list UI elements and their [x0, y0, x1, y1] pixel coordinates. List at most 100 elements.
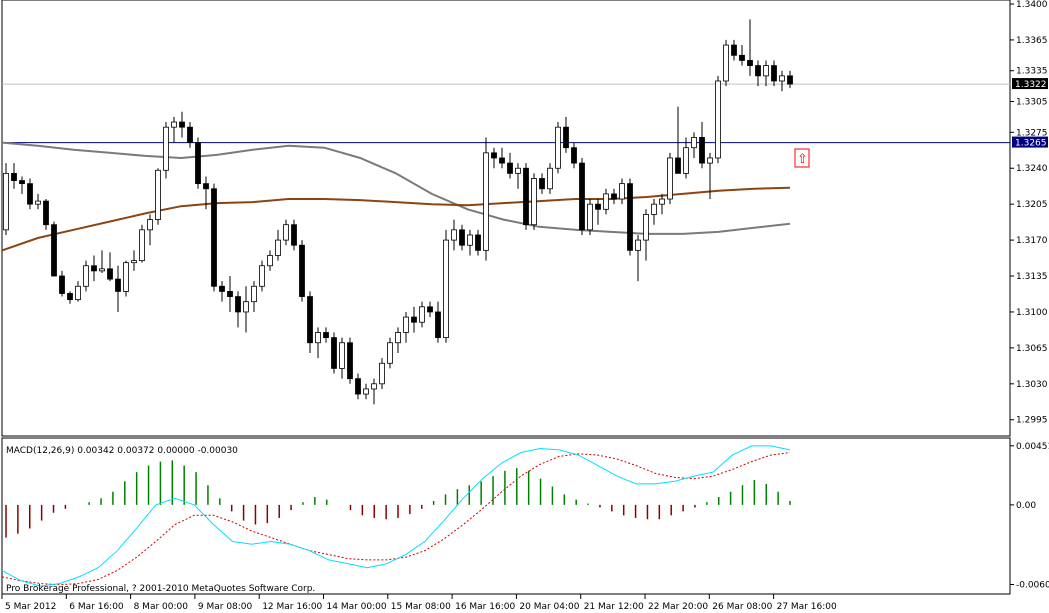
candle-body — [531, 178, 537, 226]
time-tick-label: 8 Mar 00:00 — [134, 602, 189, 612]
candle-body — [147, 219, 153, 231]
candle-body — [659, 198, 665, 205]
time-tick-label: 26 Mar 08:00 — [712, 602, 772, 612]
candle-body — [171, 121, 177, 128]
candle-body — [323, 332, 329, 339]
macd-main-line — [1, 445, 791, 587]
macd-pane[interactable] — [1, 437, 1011, 595]
candle-body — [707, 157, 713, 164]
time-tick-label: 5 Mar 2012 — [5, 602, 56, 612]
candle-body — [499, 157, 505, 164]
candle-body — [115, 278, 121, 292]
moving-averages — [1, 141, 791, 252]
candle-body — [483, 152, 489, 251]
candle-body — [699, 137, 705, 164]
price-tick-label: 1.3135 — [1016, 272, 1048, 282]
time-tick-label: 27 Mar 16:00 — [777, 602, 837, 612]
up-arrow-icon: ⇧ — [797, 152, 808, 167]
candle-body — [747, 60, 753, 66]
candle-body — [299, 244, 305, 297]
moving-average-line — [1, 141, 791, 235]
candle-body — [451, 229, 457, 241]
candle-body — [723, 44, 729, 82]
candle-body — [683, 147, 689, 174]
price-tick-label: 1.3400 — [1016, 0, 1048, 10]
time-tick-label: 22 Mar 20:00 — [648, 602, 708, 612]
candle-body — [435, 311, 441, 339]
price-tick-label: 1.3030 — [1016, 380, 1048, 390]
candle-body — [587, 203, 593, 231]
candle-body — [67, 293, 73, 301]
price-tick-label: 1.3305 — [1016, 98, 1048, 108]
time-tick-label: 6 Mar 16:00 — [69, 602, 124, 612]
candle-body — [771, 65, 777, 82]
candle-body — [155, 169, 161, 220]
level-price-tag — [1012, 136, 1048, 148]
time-tick-label: 21 Mar 12:00 — [584, 602, 644, 612]
price-tick-label: 1.3335 — [1016, 67, 1048, 77]
candle-body — [571, 147, 577, 164]
price-tick-label: 1.3275 — [1016, 128, 1048, 138]
price-tick-label: 1.3100 — [1016, 308, 1048, 318]
candle-body — [51, 224, 57, 277]
candle-body — [579, 162, 585, 231]
candle-body — [315, 332, 321, 344]
candle-body — [427, 306, 433, 313]
candle-body — [123, 262, 129, 292]
macd-tick-label: -0.00608 — [1016, 580, 1049, 590]
candle-body — [763, 65, 769, 77]
candle-body — [75, 285, 81, 301]
candle-body — [219, 285, 225, 292]
candle-body — [507, 162, 513, 174]
candle-body — [643, 214, 649, 241]
candle-body — [371, 383, 377, 390]
candle-body — [163, 126, 169, 171]
candle-body — [19, 180, 25, 185]
price-pane[interactable] — [1, 0, 1011, 437]
time-tick-label: 9 Mar 08:00 — [198, 602, 253, 612]
candle-body — [379, 362, 385, 385]
candle-body — [691, 137, 697, 149]
current-price-label: 1.3322 — [1015, 80, 1047, 90]
candle-body — [179, 121, 185, 128]
candle-body — [627, 183, 633, 251]
candle-body — [307, 296, 313, 344]
candle-body — [267, 255, 273, 267]
candle-body — [419, 306, 425, 323]
candle-body — [755, 65, 761, 77]
candle-body — [227, 291, 233, 297]
candle-body — [235, 296, 241, 313]
candle-body — [59, 275, 65, 294]
candle-body — [139, 229, 145, 262]
candle-body — [387, 342, 393, 364]
candle-body — [291, 224, 297, 246]
candle-body — [283, 224, 289, 241]
candle-body — [443, 239, 449, 339]
candle-body — [395, 332, 401, 344]
candle-body — [739, 54, 745, 61]
candle-body — [787, 75, 793, 85]
candle-body — [99, 268, 105, 272]
macd-tick-label: 0.00451 — [1016, 442, 1049, 452]
candle-body — [275, 239, 281, 256]
time-tick-label: 20 Mar 04:00 — [519, 602, 579, 612]
candle-body — [595, 203, 601, 210]
candle-body — [27, 183, 33, 205]
time-tick-label: 14 Mar 00:00 — [327, 602, 387, 612]
macd-axis: 0.00451 0.00 -0.00608 — [1010, 442, 1049, 590]
time-axis: 5 Mar 2012 6 Mar 16:00 8 Mar 00:00 9 Mar 08… — [1, 594, 837, 612]
price-tick-label: 1.3365 — [1016, 36, 1048, 46]
up-arrow-marker-box[interactable] — [794, 148, 810, 168]
macd-signal-line — [1, 452, 791, 586]
time-tick-label: 15 Mar 08:00 — [391, 602, 451, 612]
candle-body — [515, 167, 521, 174]
candle-body — [187, 126, 193, 143]
macd-tick-label: 0.00 — [1016, 501, 1036, 511]
candle-body — [3, 172, 9, 231]
price-tick-label: 1.3065 — [1016, 344, 1048, 354]
candle-body — [251, 285, 257, 303]
price-axis: 1.3400 1.3365 1.3335 1.3305 1.3275 1.3240 1.32… — [1010, 0, 1048, 426]
candle-body — [35, 200, 41, 205]
candle-body — [131, 260, 137, 264]
